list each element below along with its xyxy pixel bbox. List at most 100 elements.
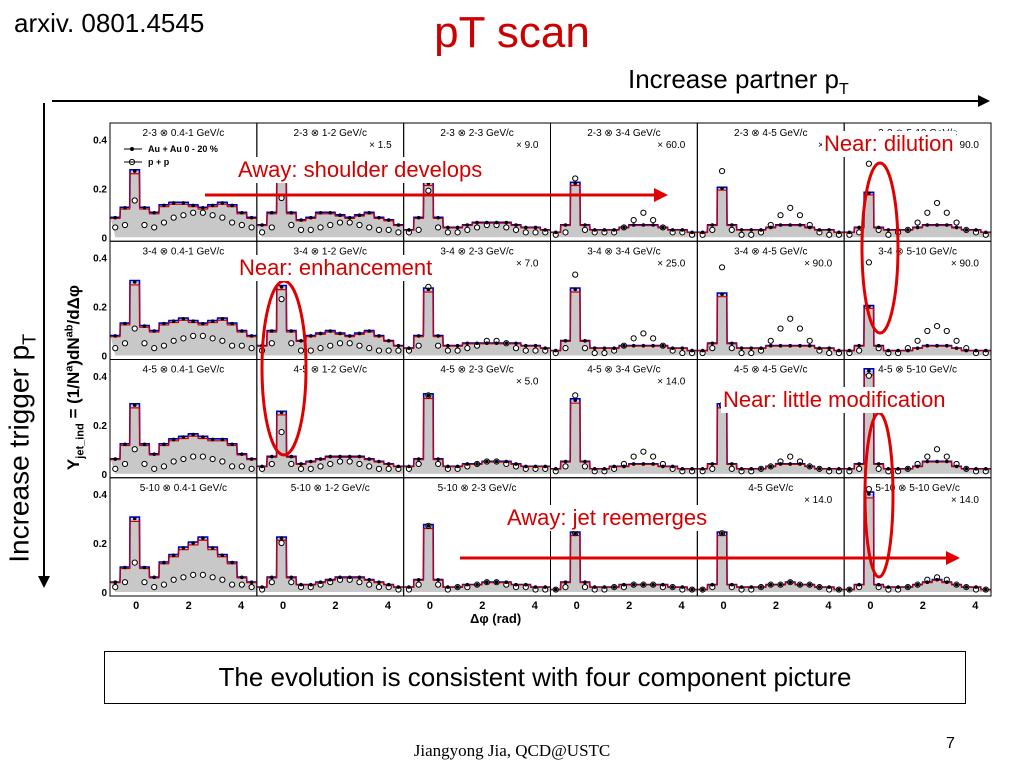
pp-point <box>131 446 138 453</box>
auau-point <box>837 230 841 235</box>
auau-point <box>768 464 773 469</box>
partner-pt-subscript: T <box>839 81 849 99</box>
auau-point <box>396 585 401 589</box>
pp-point <box>532 229 539 236</box>
auau-point <box>906 467 910 471</box>
pp-point <box>865 372 872 379</box>
pp-point <box>141 340 148 347</box>
auau-point <box>935 577 939 582</box>
pp-point <box>238 581 245 588</box>
pp-point <box>826 349 833 357</box>
pp-point <box>317 463 324 470</box>
auau-point <box>641 223 646 227</box>
pp-point <box>522 229 529 236</box>
panel-4-5: 4-5 GeV/c × 14.0 0 2 4 <box>696 477 845 612</box>
pp-point <box>385 226 392 233</box>
pp-point <box>170 576 177 583</box>
pp-point <box>748 231 755 238</box>
panel-scale: × 14.0 <box>804 495 833 506</box>
auau-point <box>289 575 294 580</box>
auau-point <box>631 582 636 587</box>
auau-point <box>670 228 675 232</box>
pp-point <box>121 340 129 347</box>
auau-point <box>573 181 578 186</box>
auau-point <box>915 225 920 230</box>
auau-point <box>651 343 655 348</box>
panel-label: 3-4 ⊗ 1-2 GeV/c <box>294 246 367 257</box>
pp-point <box>933 199 941 207</box>
auau-point <box>191 319 195 324</box>
pp-point <box>924 453 931 460</box>
auau-point <box>308 334 313 338</box>
auau-point <box>299 218 303 222</box>
auau-point <box>906 348 910 353</box>
auau-point <box>396 464 401 469</box>
auau-point <box>514 223 518 227</box>
pp-point <box>180 574 187 581</box>
auau-point <box>289 329 294 333</box>
auau-point <box>935 223 939 227</box>
auau-point <box>299 339 303 343</box>
pp-point <box>288 221 295 229</box>
pp-point <box>796 325 804 332</box>
pp-point <box>464 345 471 352</box>
auau-point <box>553 348 558 353</box>
auau-point <box>759 585 763 589</box>
panel-2-1: 3-4 ⊗ 0.4-1 GeV/c 0 0.2 0.4 <box>93 240 258 363</box>
auau-point <box>426 393 431 398</box>
auau-point <box>798 343 802 348</box>
pp-point <box>327 221 334 229</box>
auau-point <box>455 225 460 230</box>
pp-point <box>219 458 226 465</box>
auau-point <box>896 585 900 589</box>
y-tick-label: 0.4 <box>93 490 107 501</box>
auau-point <box>132 169 137 173</box>
auau-point <box>651 462 655 466</box>
auau-point <box>249 334 254 338</box>
panel-label: 4-5 GeV/c <box>748 483 793 494</box>
auau-point <box>798 582 802 587</box>
auau-point <box>729 582 734 587</box>
pp-point <box>503 224 510 231</box>
pp-point <box>317 345 324 352</box>
auau-point <box>729 223 734 227</box>
auau-point <box>817 228 822 232</box>
pp-point <box>943 327 950 335</box>
auau-point <box>847 587 852 592</box>
pp-point <box>238 463 245 470</box>
pp-point <box>112 584 119 591</box>
pp-point <box>121 460 129 468</box>
auau-point <box>191 203 195 208</box>
auau-point <box>279 285 284 289</box>
auau-point <box>817 585 822 589</box>
auau-point <box>446 464 450 469</box>
auau-point <box>220 316 225 321</box>
auau-point <box>181 201 186 205</box>
pp-point <box>581 584 589 591</box>
auau-point <box>729 341 734 346</box>
auau-point <box>543 464 548 469</box>
pp-point <box>160 219 168 226</box>
auau-point <box>446 225 450 230</box>
auau-point <box>788 580 793 584</box>
auau-point <box>622 225 626 230</box>
pp-point <box>366 581 373 588</box>
pp-point <box>532 347 539 354</box>
auau-point <box>983 587 988 592</box>
auau-point <box>299 582 303 587</box>
auau-point <box>690 467 694 471</box>
y-tick-label: 0.2 <box>93 421 107 432</box>
pp-point <box>307 226 314 233</box>
auau-point <box>622 343 626 348</box>
auau-point <box>113 215 118 220</box>
legend-auau-label: Au + Au 0 - 20 % <box>148 144 218 154</box>
auau-point <box>778 223 783 227</box>
pp-point <box>591 349 598 357</box>
pp-point <box>679 349 686 357</box>
panel-label: 3-4 ⊗ 3-4 GeV/c <box>587 246 660 257</box>
auau-point <box>857 225 861 230</box>
auau-point <box>592 467 597 471</box>
auau-point <box>455 343 460 348</box>
auau-point <box>690 587 694 592</box>
auau-point <box>240 575 244 580</box>
